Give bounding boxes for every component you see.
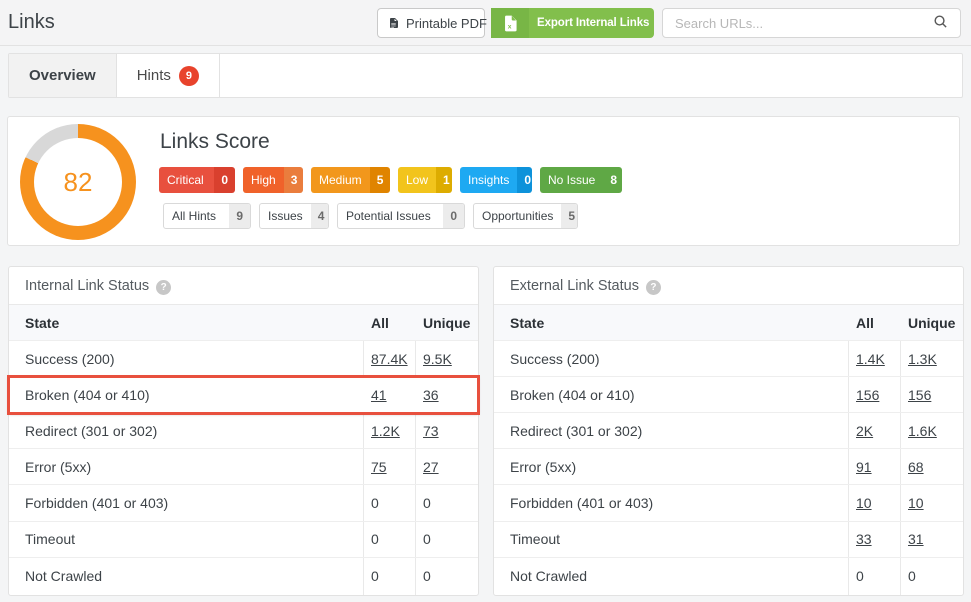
svg-text:x: x: [507, 23, 511, 30]
